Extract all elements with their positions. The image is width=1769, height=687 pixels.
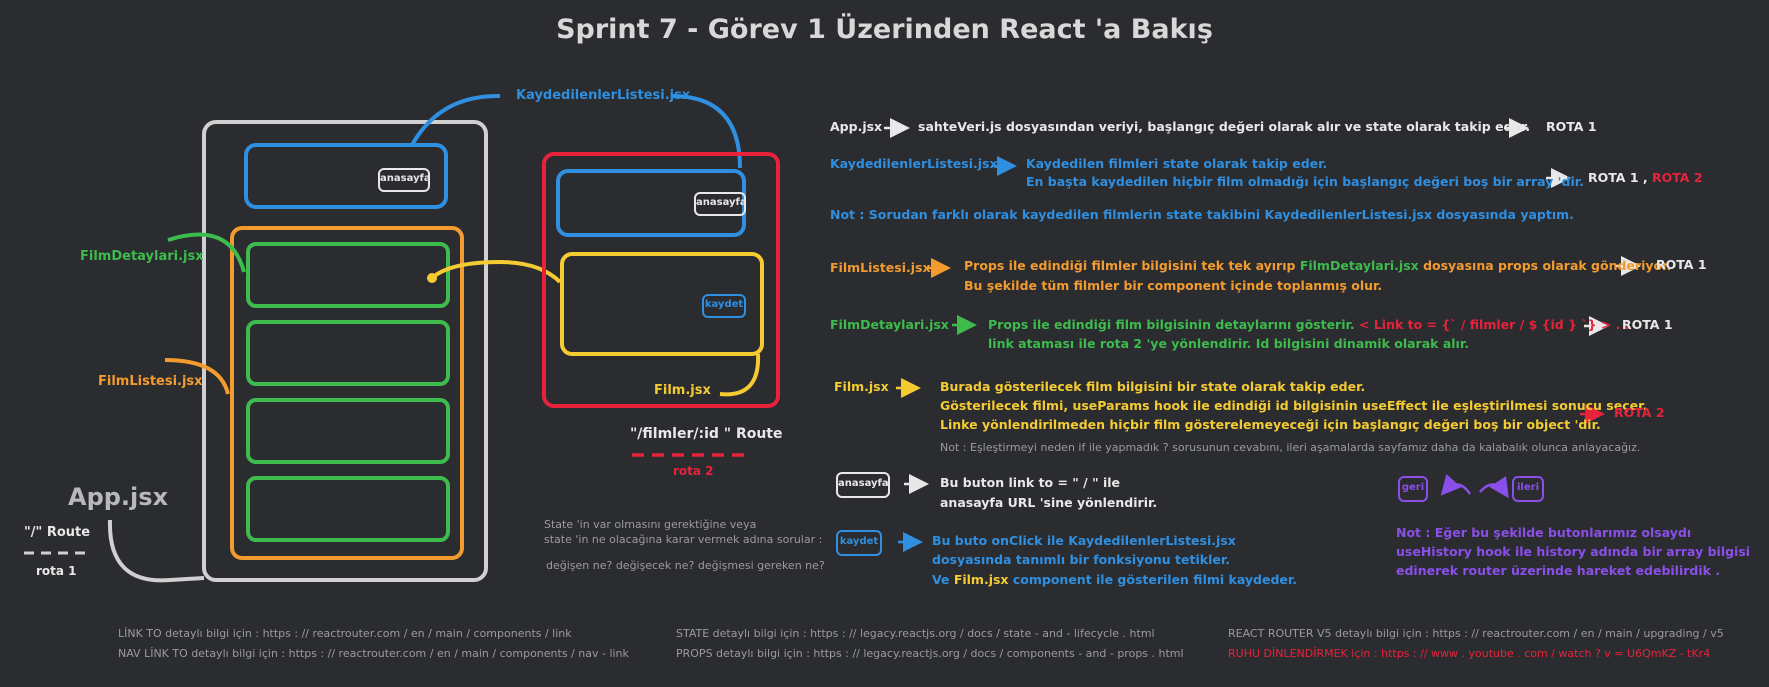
state-note-3: değişen ne? değişecek ne? değişmesi gere… — [546, 559, 825, 572]
filmlistesi-box — [230, 226, 464, 560]
rota2-label: rota 2 — [673, 464, 714, 478]
note-kl-desc-2: En başta kaydedilen hiçbir film olmadığı… — [1026, 174, 1584, 189]
note-film-rota: ROTA 2 — [1614, 405, 1665, 420]
note-history-2: useHistory hook ile history adında bir a… — [1396, 544, 1751, 559]
note-fd-desc-1a: Props ile edindiği film bilgisinin detay… — [988, 317, 1355, 332]
film-anasayfa-button[interactable]: anasayfa — [694, 192, 747, 216]
state-note-1: State 'in var olmasını gerektiğine veya — [544, 518, 757, 531]
film-connector — [719, 353, 761, 397]
note-kaydet-desc-3c: component ile gösterilen filmi kaydeder. — [1012, 572, 1298, 587]
note-film-desc-2: Gösterilecek filmi, useParams hook ile e… — [940, 398, 1648, 413]
kaydedilen-connector — [410, 93, 501, 146]
filmdetay-box-1 — [246, 242, 450, 308]
film-yellow-box — [560, 252, 764, 356]
filmdetay-box-4 — [246, 476, 450, 542]
footer-props-link[interactable]: PROPS detaylı bilgi için : https : // le… — [676, 647, 1184, 660]
kaydet-button[interactable]: kaydet — [702, 294, 746, 318]
note-kaydet-desc-3b: Film.jsx — [953, 572, 1009, 587]
note-history-3: edinerek router üzerinde hareket edebili… — [1396, 563, 1721, 578]
back-arrow-icon — [1440, 474, 1472, 496]
note-film-desc-1: Burada gösterilecek film bilgisini bir s… — [940, 379, 1366, 394]
kaydedilen-label: KaydedilenlerListesi.jsx — [516, 88, 691, 103]
footer-router-v5-link[interactable]: REACT ROUTER V5 detaylı bilgi için : htt… — [1228, 627, 1724, 640]
filmlistesi-label: FilmListesi.jsx — [98, 374, 203, 389]
kaydedilen-connector-right — [671, 94, 742, 169]
note-not1: Not : Sorudan farklı olarak kaydedilen f… — [830, 207, 1574, 222]
note-kl-name: KaydedilenlerListesi.jsx — [830, 156, 998, 171]
note-kl-rota-2: ROTA 2 — [1652, 170, 1703, 185]
forward-arrow-icon — [1479, 475, 1509, 499]
page-title: Sprint 7 - Görev 1 Üzerinden React 'a Ba… — [556, 14, 1213, 45]
note-kl-desc-1: Kaydedilen filmleri state olarak takip e… — [1026, 156, 1328, 171]
filmdetay-box-3 — [246, 398, 450, 464]
footer-youtube-link[interactable]: RUHU DİNLENDİRMEK için : https : // www … — [1228, 647, 1711, 660]
film-route-box — [542, 152, 780, 408]
anasayfa-button[interactable]: anasayfa — [378, 168, 431, 192]
filmdetay-box-2 — [246, 320, 450, 386]
app-container-box — [202, 120, 488, 582]
note-fd-name: FilmDetaylari.jsx — [830, 317, 949, 332]
legend-kaydet-button[interactable]: kaydet — [836, 530, 882, 556]
geri-button[interactable]: geri — [1398, 476, 1428, 502]
note-anasayfa-desc-1: Bu buton link to = " / " ile — [940, 475, 1121, 490]
note-app-desc: sahteVeri.js dosyasından veriyi, başlang… — [918, 119, 1531, 134]
note-fl-desc-1: Props ile edindiği filmler bilgisini tek… — [964, 257, 1671, 275]
ileri-button[interactable]: ileri — [1512, 476, 1544, 502]
note-app-name: App.jsx — [830, 119, 883, 134]
app-route-curve — [107, 519, 205, 583]
note-fd-desc-1b: < Link to = {` / filmler / $ {id } `} > … — [1359, 317, 1639, 332]
note-anasayfa-desc-2: anasayfa URL 'sine yönlendirir. — [940, 495, 1158, 510]
note-kaydet-desc-1: Bu buto onClick ile KaydedilenlerListesi… — [932, 533, 1236, 548]
note-not2: Not : Eşleştirmeyi neden if ile yapmadık… — [940, 441, 1641, 454]
footer-nav-link-to[interactable]: NAV LİNK TO detaylı bilgi için : https :… — [118, 647, 629, 660]
note-kaydet-desc-3: Ve Film.jsx component ile gösterilen fil… — [932, 571, 1297, 589]
film-label: Film.jsx — [654, 383, 711, 398]
note-app-rota: ROTA 1 — [1546, 119, 1597, 134]
note-film-name: Film.jsx — [834, 379, 889, 394]
root-route-label: "/" Route — [24, 525, 91, 540]
film-route-label: "/filmler/:id " Route — [630, 426, 783, 442]
appjsx-label: App.jsx — [68, 483, 169, 511]
note-fl-desc-2: Bu şekilde tüm filmler bir component içi… — [964, 278, 1383, 293]
note-film-desc-3: Linke yönlendirilmeden hiçbir film göste… — [940, 417, 1601, 432]
note-fl-desc-1b: FilmDetaylari.jsx — [1299, 258, 1419, 273]
note-fl-rota: ROTA 1 — [1656, 257, 1707, 272]
note-fd-rota: ROTA 1 — [1622, 317, 1673, 332]
filmlistesi-connector — [164, 358, 230, 395]
footer-link-to[interactable]: LİNK TO detaylı bilgi için : https : // … — [118, 627, 572, 640]
legend-anasayfa-button[interactable]: anasayfa — [836, 472, 890, 498]
kaydedilen-box — [244, 143, 448, 209]
note-kaydet-desc-3a: Ve — [932, 572, 950, 587]
filmdetaylari-connector — [167, 232, 246, 273]
rota1-label: rota 1 — [36, 564, 77, 578]
note-fl-name: FilmListesi.jsx — [830, 260, 931, 275]
note-fl-desc-1c: dosyasına props olarak gönderiyor. — [1423, 258, 1672, 273]
link-connector — [430, 259, 562, 284]
note-fl-desc-1a: Props ile edindiği filmler bilgisini tek… — [964, 258, 1296, 273]
footer-state-link[interactable]: STATE detaylı bilgi için : https : // le… — [676, 627, 1155, 640]
note-fd-desc-2: link ataması ile rota 2 'ye yönlendirir.… — [988, 336, 1469, 351]
note-kl-rota-1: ROTA 1 , — [1588, 170, 1648, 185]
state-note-2: state 'in ne olacağına karar vermek adın… — [544, 533, 823, 546]
note-history-1: Not : Eğer bu şekilde butonlarımız olsay… — [1396, 525, 1692, 540]
filmdetaylari-label: FilmDetaylari.jsx — [80, 249, 204, 264]
note-kl-rota: ROTA 1 , ROTA 2 — [1588, 169, 1703, 187]
note-kaydet-desc-2: dosyasında tanımlı bir fonksiyonu tetikl… — [932, 552, 1230, 567]
note-fd-desc-1: Props ile edindiği film bilgisinin detay… — [988, 316, 1639, 334]
